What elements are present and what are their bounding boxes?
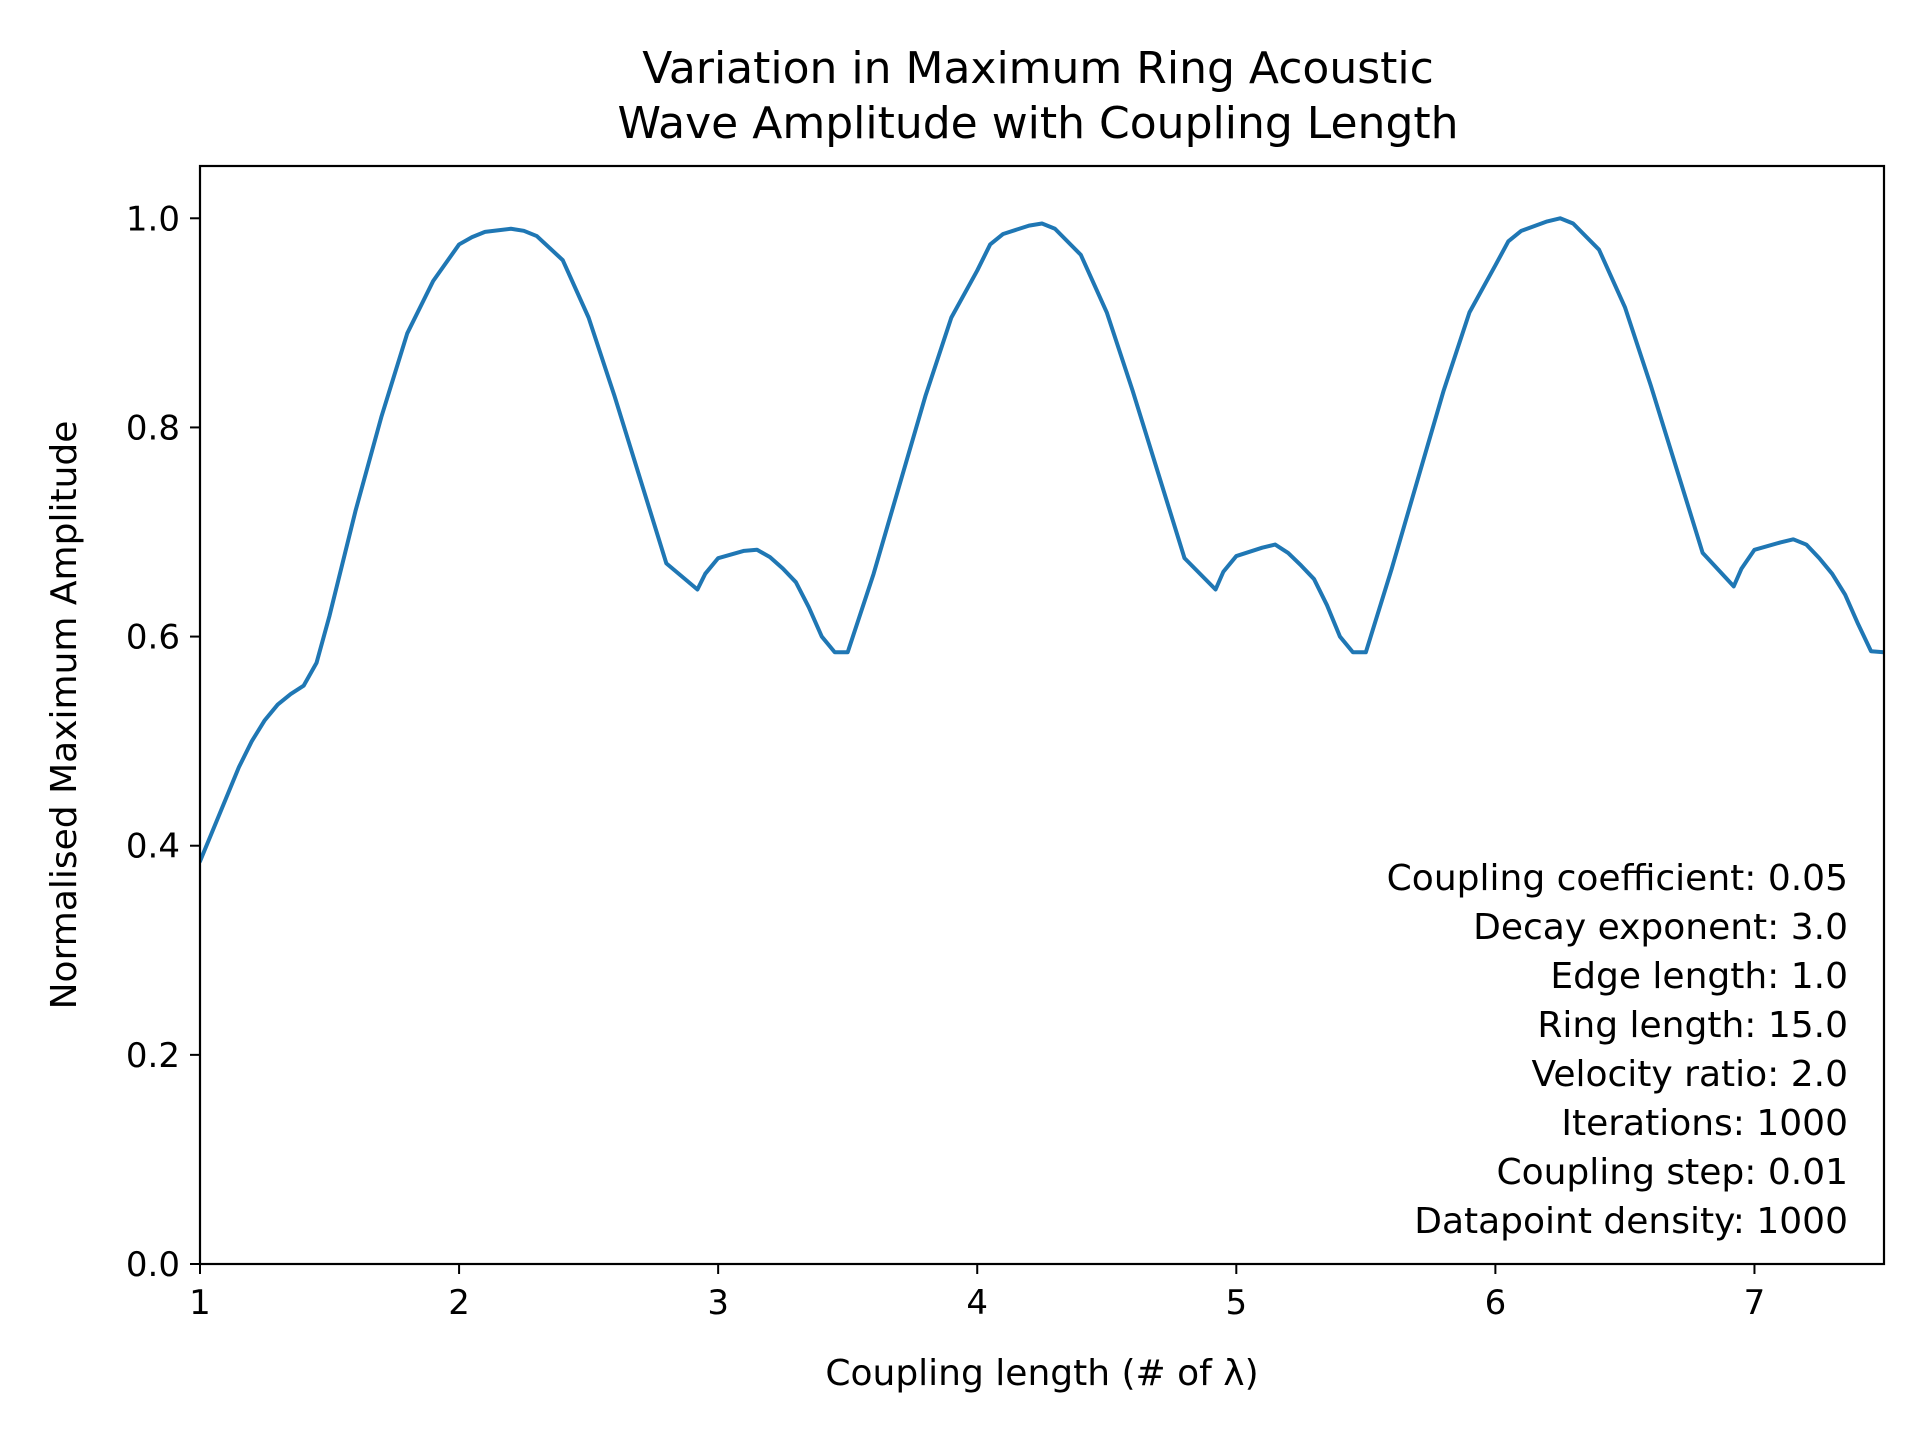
y-axis-label: Normalised Maximum Amplitude	[44, 421, 85, 1010]
plot-area: 1 2 3 4 5 6 7 0.0 0.2 0.4 0.6 0.8 1.0	[126, 199, 1884, 1323]
x-tick-label: 5	[1225, 1283, 1247, 1323]
x-tick-label: 3	[707, 1283, 729, 1323]
chart-title-line-2: Wave Amplitude with Coupling Length	[617, 98, 1458, 149]
series-line	[200, 216, 1884, 864]
y-tick-label: 0.0	[126, 1245, 180, 1285]
annotation-line: Decay exponent: 3.0	[1473, 907, 1848, 948]
annotation-line: Iterations: 1000	[1561, 1103, 1848, 1144]
x-tick-label: 1	[189, 1283, 211, 1323]
annotation-line: Ring length: 15.0	[1537, 1005, 1848, 1046]
parameters-annotation: Coupling coefficient: 0.05 Decay exponen…	[1387, 858, 1848, 1242]
x-axis-label: Coupling length (# of λ)	[825, 1353, 1258, 1394]
x-tick-label: 4	[966, 1283, 988, 1323]
x-tick-label: 7	[1744, 1283, 1766, 1323]
y-tick-label: 0.2	[126, 1036, 180, 1076]
y-tick-label: 0.6	[126, 618, 180, 658]
annotation-line: Coupling step: 0.01	[1496, 1152, 1848, 1193]
y-tick-label: 0.8	[126, 408, 180, 448]
y-tick-label: 1.0	[126, 199, 180, 239]
chart-title-line-1: Variation in Maximum Ring Acoustic	[642, 43, 1434, 94]
annotation-line: Datapoint density: 1000	[1414, 1201, 1848, 1242]
axes-frame	[198, 164, 1886, 1266]
annotation-line: Velocity ratio: 2.0	[1532, 1054, 1849, 1095]
y-tick-label: 0.4	[126, 827, 180, 867]
annotation-line: Coupling coefficient: 0.05	[1387, 858, 1848, 899]
annotation-line: Edge length: 1.0	[1550, 956, 1848, 997]
x-tick-label: 2	[448, 1283, 470, 1323]
x-tick-label: 6	[1485, 1283, 1507, 1323]
